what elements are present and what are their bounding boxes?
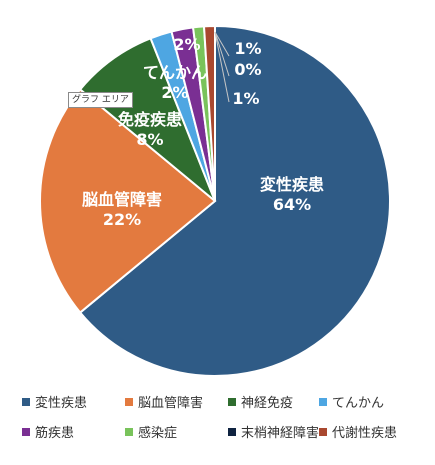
data-label-4-line-1: てんかん bbox=[143, 63, 207, 82]
legend-swatch-2 bbox=[125, 397, 133, 406]
leader-line-1 bbox=[214, 31, 230, 57]
pie-slice-2[interactable] bbox=[39, 88, 217, 314]
data-label-2-line-1: 脳血管障害 bbox=[82, 190, 162, 209]
legend-label-2: 脳血管障害 bbox=[138, 396, 204, 411]
legend-swatch-8 bbox=[319, 427, 327, 436]
data-label-6-line-1: 1% bbox=[234, 39, 261, 58]
data-label-1-line-1: 変性疾患 bbox=[260, 175, 324, 194]
legend-swatch-6 bbox=[125, 427, 133, 436]
legend: 変性疾患 脳血管障害 神経免疫 てんかん 筋疾患 感染症 末梢神経障害 代謝性疾患 bbox=[22, 392, 422, 452]
legend-item-4: てんかん bbox=[319, 392, 384, 411]
data-label-5-line-1: 2% bbox=[173, 35, 200, 54]
data-label-7-line-1: 0% bbox=[234, 60, 261, 79]
legend-swatch-5 bbox=[22, 427, 30, 436]
data-label-8-line-1: 1% bbox=[232, 89, 259, 108]
data-label-1: 変性疾患 64% bbox=[260, 175, 324, 214]
pie-slice-1[interactable] bbox=[78, 24, 391, 377]
legend-swatch-1 bbox=[22, 397, 30, 406]
leader-line-2 bbox=[214, 31, 230, 77]
data-label-5: 2% bbox=[173, 35, 200, 54]
chart-area-tooltip: グラフ エリア bbox=[68, 92, 133, 108]
legend-label-7: 末梢神経障害 bbox=[241, 426, 320, 441]
legend-label-6: 感染症 bbox=[138, 426, 178, 441]
legend-label-5: 筋疾患 bbox=[35, 426, 75, 441]
legend-swatch-4 bbox=[319, 397, 327, 406]
legend-label-1: 変性疾患 bbox=[35, 396, 88, 411]
legend-swatch-3 bbox=[228, 397, 236, 406]
pie-chart: 変性疾患 64%脳血管障害 22%免疫疾患 8%てんかん 2%2%1%0%1% bbox=[39, 24, 391, 377]
legend-item-6: 感染症 bbox=[125, 422, 177, 441]
legend-item-1: 変性疾患 bbox=[22, 392, 87, 411]
data-label-4-line-2: 2% bbox=[161, 83, 188, 102]
legend-swatch-7 bbox=[228, 427, 236, 436]
data-label-3-line-1: 免疫疾患 bbox=[118, 110, 182, 129]
pie-slice-8[interactable] bbox=[202, 24, 216, 202]
data-label-6: 1% bbox=[234, 39, 261, 58]
legend-label-3: 神経免疫 bbox=[241, 396, 294, 411]
data-label-4: てんかん 2% bbox=[143, 63, 207, 102]
data-label-2: 脳血管障害 22% bbox=[82, 190, 162, 229]
legend-item-2: 脳血管障害 bbox=[125, 392, 203, 411]
leader-line-3 bbox=[214, 31, 230, 103]
legend-item-5: 筋疾患 bbox=[22, 422, 74, 441]
legend-item-7: 末梢神経障害 bbox=[228, 422, 319, 441]
data-label-1-line-2: 64% bbox=[273, 195, 311, 214]
legend-item-3: 神経免疫 bbox=[228, 392, 293, 411]
legend-item-8: 代謝性疾患 bbox=[319, 422, 397, 441]
data-label-3: 免疫疾患 8% bbox=[118, 110, 182, 149]
data-label-7: 0% bbox=[234, 60, 261, 79]
data-label-2-line-2: 22% bbox=[103, 210, 141, 229]
data-label-8: 1% bbox=[232, 89, 259, 108]
legend-label-8: 代謝性疾患 bbox=[332, 426, 398, 441]
data-label-3-line-2: 8% bbox=[136, 130, 163, 149]
legend-label-4: てんかん bbox=[332, 396, 385, 411]
